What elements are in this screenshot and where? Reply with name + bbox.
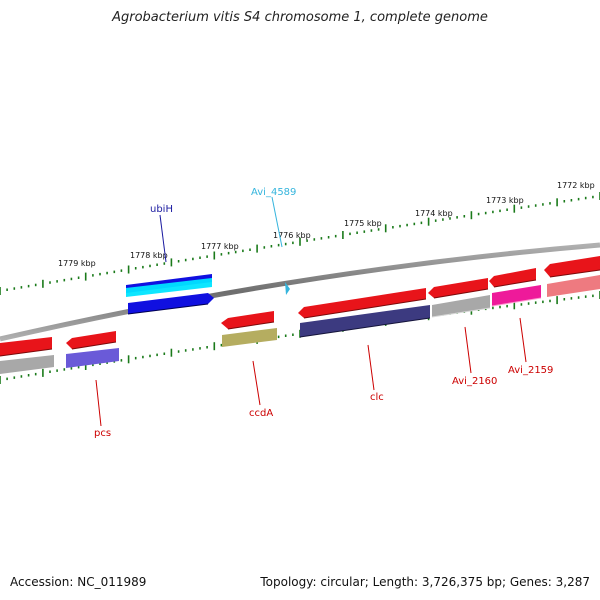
accession-text: Accession: NC_011989 (10, 575, 147, 589)
scale-outer (0, 192, 600, 295)
genome-summary-text: Topology: circular; Length: 3,726,375 bp… (260, 575, 590, 589)
leader-clc (367, 344, 375, 391)
gene-avi4589-marker[interactable] (285, 282, 290, 295)
gene-label-clc[interactable]: clc (370, 392, 384, 403)
tick-label-1774: 1774 kbp (415, 209, 453, 218)
gene-avi2159-block[interactable] (489, 268, 542, 307)
leader-avi2160 (464, 326, 472, 374)
gene-label-pcs[interactable]: pcs (94, 428, 111, 439)
tick-label-1775: 1775 kbp (344, 219, 382, 228)
leader-ubih (159, 214, 167, 263)
tick-label-1776: 1776 kbp (273, 231, 311, 240)
leader-pcs (95, 379, 102, 427)
gene-ubih-block[interactable] (126, 274, 214, 315)
gene-right-block[interactable] (544, 256, 600, 297)
tick-label-1778: 1778 kbp (130, 251, 168, 260)
gene-avi2160-block[interactable] (428, 278, 491, 318)
gene-label-ccda[interactable]: ccdA (249, 408, 273, 419)
tick-label-1772: 1772 kbp (557, 181, 595, 190)
gene-clc-block[interactable] (298, 288, 431, 338)
tick-label-1777: 1777 kbp (201, 242, 239, 251)
tick-label-1779: 1779 kbp (58, 259, 96, 268)
gene-left-block[interactable] (0, 337, 54, 374)
gene-label-avi2159[interactable]: Avi_2159 (508, 365, 553, 376)
gene-label-avi4589[interactable]: Avi_4589 (251, 187, 296, 198)
genome-backbone (0, 242, 600, 342)
gene-ccda-block[interactable] (221, 311, 277, 347)
gene-label-ubih[interactable]: ubiH (150, 204, 173, 215)
leader-ccda (252, 360, 261, 406)
gene-pcs-block[interactable] (66, 331, 119, 368)
tick-label-1773: 1773 kbp (486, 196, 524, 205)
page-title: Agrobacterium vitis S4 chromosome 1, com… (112, 10, 488, 25)
leader-avi2159 (519, 317, 527, 363)
gene-label-avi2160[interactable]: Avi_2160 (452, 376, 497, 387)
leader-avi4589 (271, 196, 283, 248)
